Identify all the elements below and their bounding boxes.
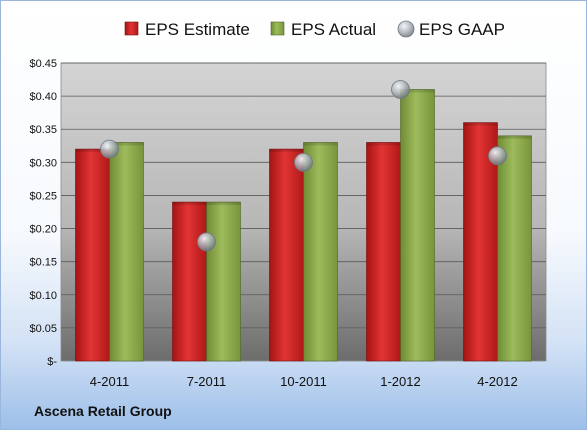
actual-bar-cap [400, 89, 435, 93]
bars [75, 89, 532, 362]
x-axis: 4-2011 7-2011 10-2011 1-2012 4-2012 [90, 374, 518, 389]
y-tick-label: $0.10 [29, 290, 57, 302]
gaap-marker [100, 139, 119, 159]
actual-bar-cap [497, 135, 532, 139]
y-tick-label: $0.15 [29, 257, 57, 269]
y-tick-label: $0.20 [29, 224, 57, 236]
actual-bar-cap [303, 142, 338, 146]
estimate-bar [366, 142, 401, 362]
y-tick-label: $0.25 [29, 190, 57, 202]
actual-bar [303, 142, 338, 362]
actual-bar [109, 142, 144, 362]
gaap-marker [391, 80, 410, 99]
gaap-marker [488, 146, 507, 166]
estimate-bar [269, 148, 304, 362]
legend-actual-label: EPS Actual [291, 20, 376, 39]
legend-gaap: EPS GAAP [397, 20, 505, 39]
gaap-marker [197, 232, 216, 252]
legend: EPS Estimate EPS Actual EPS GAAP [124, 20, 505, 39]
x-tick-label: 7-2011 [187, 374, 227, 389]
x-tick-label: 4-2012 [477, 374, 517, 389]
y-tick-label: $0.30 [29, 157, 57, 169]
gaap-marker [294, 152, 313, 172]
y-tick-label: $0.45 [29, 58, 57, 70]
y-tick-label: $0.40 [29, 91, 57, 103]
y-tick-label: $0.05 [29, 323, 57, 335]
actual-bar [400, 89, 435, 362]
gaap-markers [100, 80, 507, 252]
estimate-bar-cap [269, 149, 304, 153]
y-axis: $- $0.05 $0.10 $0.15 $0.20 $0.25 $0.30 $0.35 $0.… [29, 58, 57, 368]
legend-actual: EPS Actual [270, 20, 376, 39]
estimate-bar-cap [463, 122, 498, 126]
estimate-bar-cap [366, 142, 401, 146]
x-tick-label: 10-2011 [280, 374, 327, 389]
estimate-bar [172, 201, 207, 362]
legend-estimate-swatch [124, 21, 139, 36]
actual-bar-cap [109, 142, 144, 146]
actual-bar [206, 201, 241, 362]
estimate-bar [75, 148, 110, 362]
company-name: Ascena Retail Group [34, 403, 172, 419]
x-tick-label: 1-2012 [380, 374, 420, 389]
y-tick-label: $0.35 [29, 124, 57, 136]
legend-gaap-label: EPS GAAP [419, 20, 505, 39]
actual-bar-cap [206, 202, 241, 206]
actual-bar [497, 135, 532, 362]
legend-estimate-label: EPS Estimate [145, 20, 250, 39]
estimate-bar-cap [172, 202, 207, 206]
legend-estimate: EPS Estimate [124, 20, 250, 39]
x-tick-label: 4-2011 [90, 374, 130, 389]
y-tick-label: $- [47, 356, 57, 368]
legend-gaap-swatch [397, 20, 415, 38]
legend-actual-swatch [270, 21, 285, 36]
estimate-bar-cap [75, 149, 110, 153]
